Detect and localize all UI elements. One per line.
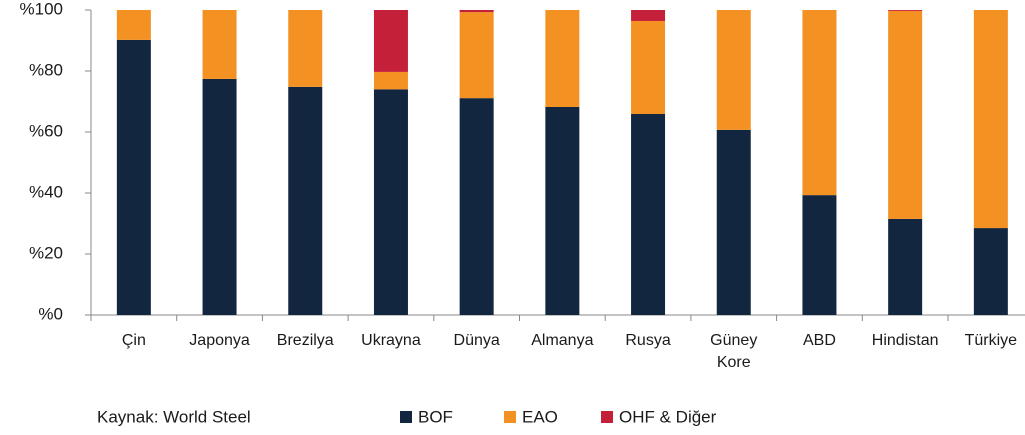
bar-segment bbox=[373, 71, 408, 90]
legend-swatch bbox=[601, 411, 613, 423]
bar-segment bbox=[459, 12, 494, 99]
x-tick-label: Ukrayna bbox=[361, 332, 421, 349]
y-tick-label: %80 bbox=[29, 60, 63, 79]
bar-segment bbox=[888, 10, 923, 11]
x-tick-label: ABD bbox=[802, 332, 836, 349]
legend-label: BOF bbox=[418, 407, 453, 426]
x-tick-label: Güney Kore bbox=[710, 332, 758, 371]
x-tick-label: Hindistan bbox=[871, 332, 939, 349]
legend-label: OHF & Diğer bbox=[619, 407, 717, 426]
bar-segment bbox=[973, 228, 1008, 315]
x-tick-label: Japonya bbox=[189, 332, 250, 349]
x-tick-label: Brezilya bbox=[276, 332, 334, 349]
bar-segment bbox=[888, 10, 923, 219]
bar-segment bbox=[545, 106, 580, 316]
x-tick-label: Dünya bbox=[453, 332, 500, 349]
bar-segment bbox=[631, 10, 666, 21]
bar-segment bbox=[716, 10, 751, 130]
legend-label: EAO bbox=[522, 407, 558, 426]
bar-segment bbox=[802, 10, 837, 196]
y-tick-label: %100 bbox=[20, 0, 63, 18]
x-tick-label: Çin bbox=[121, 332, 146, 349]
legend-swatch bbox=[400, 411, 412, 423]
bar-segment bbox=[373, 10, 408, 72]
bar-segment bbox=[288, 86, 323, 315]
bar-segment bbox=[716, 129, 751, 315]
bar-segment bbox=[116, 10, 151, 40]
source: Kaynak: World Steel bbox=[97, 407, 251, 426]
bar-segment bbox=[459, 10, 494, 13]
y-tick-label: %40 bbox=[29, 182, 63, 201]
x-tick-label: Rusya bbox=[625, 332, 671, 349]
bar-segment bbox=[373, 89, 408, 315]
y-tick-label: %0 bbox=[38, 304, 63, 323]
y-tick-label: %20 bbox=[29, 243, 63, 262]
bar-segment bbox=[631, 20, 666, 115]
bar-segment bbox=[202, 78, 237, 316]
bar-segment bbox=[802, 195, 837, 315]
x-tick-label: Almanya bbox=[531, 332, 594, 349]
bar-segment bbox=[631, 114, 666, 315]
bar-segment bbox=[545, 10, 580, 107]
bar-segment bbox=[973, 10, 1008, 229]
bar-segment bbox=[888, 218, 923, 315]
bar-segment bbox=[288, 10, 323, 87]
y-tick-label: %60 bbox=[29, 121, 63, 140]
legend-swatch bbox=[504, 411, 516, 423]
bar-segment bbox=[116, 39, 151, 315]
bar-segment bbox=[459, 98, 494, 316]
x-tick-label: Türkiye bbox=[964, 332, 1018, 349]
bar-segment bbox=[202, 10, 237, 79]
